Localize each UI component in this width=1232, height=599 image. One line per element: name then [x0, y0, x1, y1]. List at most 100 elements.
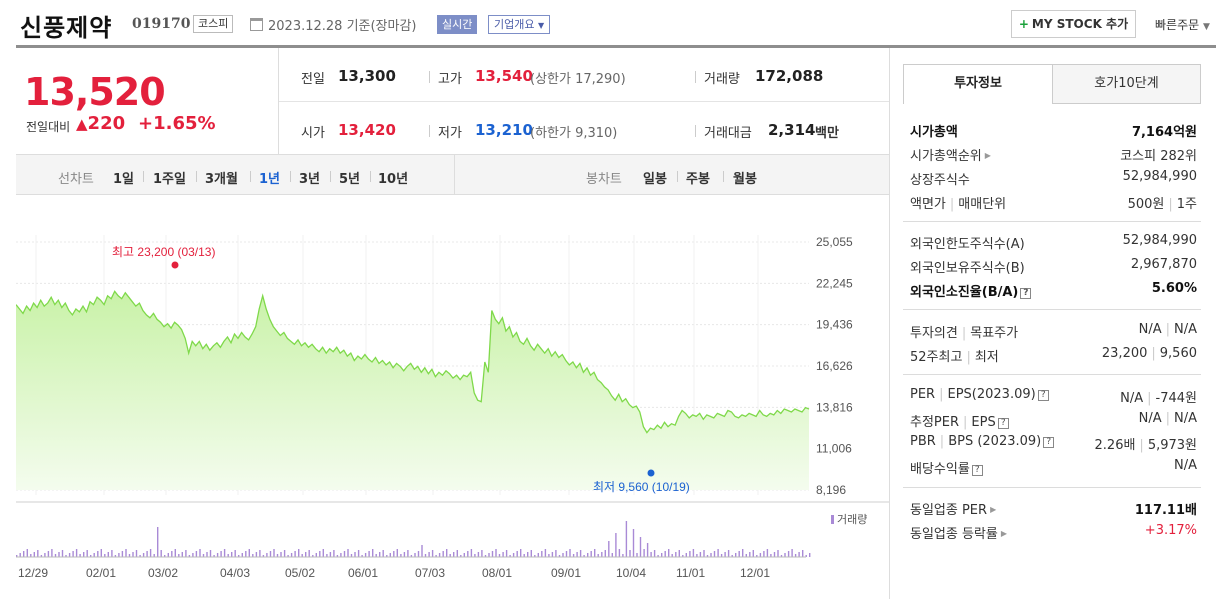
volume-bar	[428, 552, 430, 557]
volume-bar	[238, 555, 240, 557]
tab-invest-info[interactable]: 투자정보	[903, 64, 1053, 104]
info-row-sector-per[interactable]: 동일업종 PER ▶ 117.11배	[910, 499, 1197, 519]
high-value: 13,540	[475, 67, 533, 85]
volume-bar	[280, 552, 282, 557]
volume-bar	[611, 553, 613, 557]
change-value: 220	[87, 113, 126, 134]
x-tick-label: 11/01	[676, 566, 705, 580]
y-tick-label: 22,245	[816, 276, 853, 290]
volume-bar	[780, 555, 783, 557]
volume-bar	[572, 554, 575, 557]
help-icon[interactable]: ?	[997, 418, 1009, 429]
prev-close-value: 13,300	[338, 67, 396, 85]
period-10y[interactable]: 10년	[378, 172, 409, 187]
volume-bar	[276, 554, 279, 557]
volume-bar	[417, 551, 420, 557]
help-icon[interactable]: ?	[1043, 437, 1055, 448]
volume-bar	[174, 549, 176, 557]
volume-bar	[685, 553, 687, 557]
volume-bar	[421, 545, 423, 557]
high-marker	[171, 261, 179, 269]
volume-bar	[195, 551, 198, 557]
volume-bar	[735, 553, 737, 557]
volume-bar	[710, 553, 712, 557]
chevron-down-icon: ▼	[1203, 22, 1210, 32]
52w-label: 52주최고 | 최저	[910, 350, 999, 365]
volume-bar	[107, 552, 109, 557]
volume-bar	[167, 553, 169, 557]
low-marker	[647, 469, 655, 477]
price-chart[interactable]: 25,055 22,245 19,436 16,626 13,816 11,006 8,19…	[15, 195, 890, 599]
market-cap-label: 시가총액	[910, 125, 958, 140]
volume-bar	[643, 549, 645, 557]
help-icon[interactable]: ?	[1037, 390, 1049, 401]
volume-bar	[149, 549, 152, 557]
volume-bar	[446, 549, 448, 557]
volume-bar	[185, 550, 187, 557]
realtime-button[interactable]: 실시간	[437, 15, 478, 34]
volume-bar	[350, 554, 353, 557]
x-tick-label: 09/01	[551, 566, 581, 580]
period-3m[interactable]: 3개월	[205, 172, 238, 187]
add-my-stock-button[interactable]: + MY STOCK 추가	[1011, 10, 1136, 38]
x-tick-label: 08/01	[482, 566, 512, 580]
par-value-label: 액면가 | 매매단위	[910, 197, 1007, 212]
volume-bar	[724, 552, 726, 557]
company-overview-label: 기업개요	[494, 18, 535, 31]
divider	[370, 171, 371, 182]
volume-bar	[23, 551, 25, 557]
period-1y[interactable]: 1년	[259, 172, 281, 187]
candle-monthly[interactable]: 월봉	[733, 172, 757, 187]
volume-bar	[759, 553, 762, 557]
x-tick-label: 02/01	[86, 566, 116, 580]
volume-bar	[336, 555, 339, 557]
price-area	[16, 291, 809, 490]
period-1d[interactable]: 1일	[113, 172, 135, 187]
volume-bar	[622, 554, 624, 557]
tab-orderbook[interactable]: 호가10단계	[1052, 64, 1201, 104]
volume-bar	[763, 551, 765, 557]
info-row-cap-rank[interactable]: 시가총액순위 ▶ 코스피 282위	[910, 145, 1197, 165]
volume-bar	[474, 554, 476, 557]
quote-date: 2023.12.28 기준(장마감)	[268, 19, 417, 34]
period-5y[interactable]: 5년	[339, 172, 361, 187]
dividend-value: N/A	[1174, 458, 1197, 473]
y-axis-labels: 25,055 22,245 19,436 16,626 13,816 11,006 8,19…	[816, 235, 853, 497]
volume-bar	[597, 554, 599, 557]
help-icon[interactable]: ?	[971, 465, 983, 476]
quick-order-dropdown[interactable]: 빠른주문 ▼	[1155, 16, 1210, 33]
volume-bar	[329, 552, 332, 557]
candle-weekly[interactable]: 주봉	[686, 172, 710, 187]
volume-bar	[720, 554, 723, 557]
divider	[695, 71, 696, 83]
volume-bar	[188, 555, 191, 557]
volume-bar	[121, 551, 124, 557]
volume-bar	[431, 550, 434, 557]
x-tick-label: 07/03	[415, 566, 445, 580]
volume-bar	[245, 551, 247, 557]
period-3y[interactable]: 3년	[299, 172, 321, 187]
x-tick-label: 12/01	[740, 566, 770, 580]
candle-daily[interactable]: 일봉	[643, 172, 667, 187]
divider	[677, 171, 678, 182]
period-1w[interactable]: 1주일	[153, 172, 186, 187]
company-overview-dropdown[interactable]: 기업개요 ▼	[488, 15, 551, 34]
company-name: 신풍제약	[20, 14, 113, 42]
volume-bar	[157, 527, 159, 557]
cap-rank-value: 코스피 282위	[1120, 149, 1197, 164]
stock-header: 신풍제약 019170 코스피 2023.12.28 기준(장마감) 실시간 기…	[0, 0, 1232, 48]
volume-bar	[178, 554, 180, 557]
info-row-sector-change[interactable]: 동일업종 등락률 ▶ +3.17%	[910, 523, 1197, 543]
foreign-limit-value: 52,984,990	[1122, 233, 1197, 248]
foreign-limit-label: 외국인한도주식수(A)	[910, 237, 1025, 252]
stock-code: 019170	[132, 16, 191, 32]
info-row-per: PER | EPS(2023.09)? N/A | -744원	[910, 387, 1197, 407]
volume-bar	[389, 553, 391, 557]
volume-bar	[68, 553, 71, 557]
volume-bar	[484, 555, 487, 557]
volume-bar	[742, 549, 744, 557]
volume-bar	[396, 549, 398, 557]
sector-change-label: 동일업종 등락률 ▶	[910, 527, 1008, 542]
help-icon[interactable]: ?	[1020, 288, 1032, 299]
volume-bar	[689, 551, 691, 557]
